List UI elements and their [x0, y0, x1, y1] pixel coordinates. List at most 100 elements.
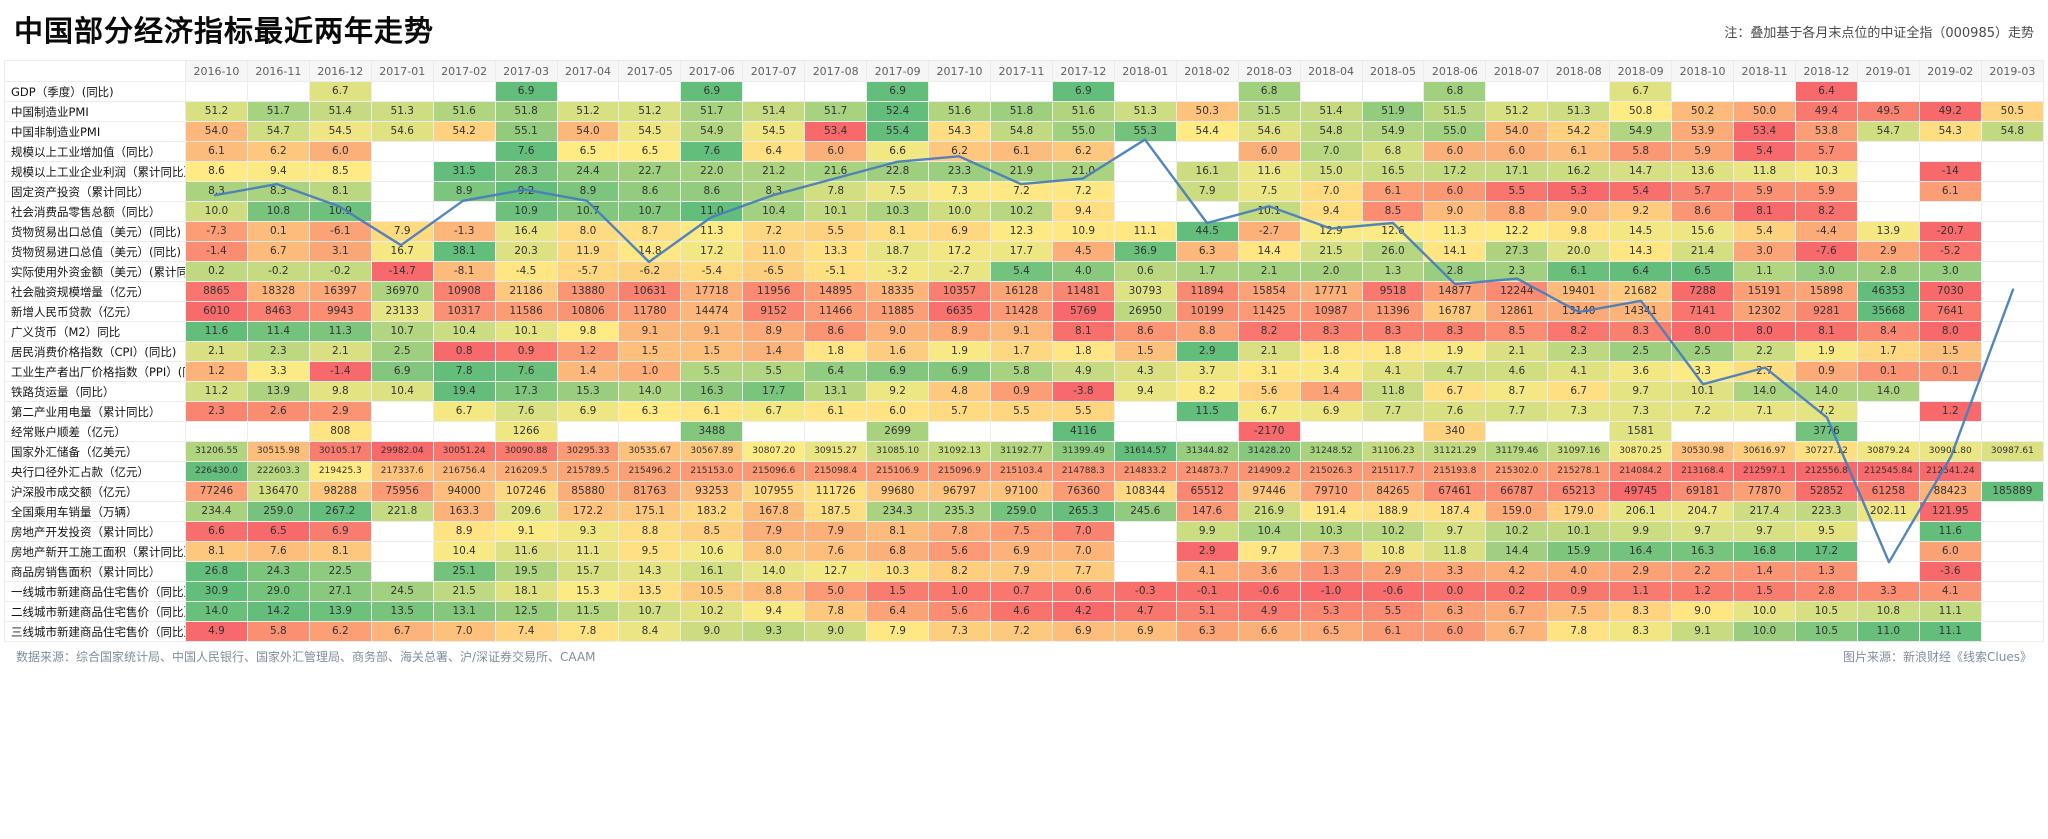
heatmap-cell: 214873.7	[1175, 461, 1239, 482]
heatmap-cell: 6.5	[618, 141, 682, 162]
heatmap-cell: 11780	[618, 301, 682, 322]
heatmap-cell: 8.3	[185, 181, 248, 202]
heatmap-cell: 8.8	[1485, 201, 1549, 222]
heatmap-cell: 2.2	[1733, 341, 1796, 362]
empty-cell	[1175, 81, 1239, 102]
heatmap-cell: 36970	[370, 281, 434, 302]
heatmap-cell: 51.7	[680, 101, 744, 122]
heatmap-cell: 6.5	[246, 521, 310, 542]
heatmap-cell: 27.3	[1485, 241, 1549, 262]
heatmap-cell: 10.4	[370, 381, 434, 402]
heatmap-cell: 7.0	[1299, 181, 1363, 202]
heatmap-cell: 108344	[1113, 481, 1177, 502]
indicator-row: 房地产开发投资（累计同比） 6.6 6.5 6.9 8.9 9.1 9.3 8.8 8.5 7.9…	[4, 521, 2045, 542]
heatmap-cell: 11.2	[185, 381, 248, 402]
heatmap-cell: 5.5	[1051, 401, 1115, 422]
row-label: 中国制造业PMI	[4, 101, 186, 122]
heatmap-cell: 15.7	[556, 561, 620, 582]
heatmap-cell: 67461	[1423, 481, 1487, 502]
heatmap-cell: 6.2	[308, 621, 372, 642]
heatmap-cell: 14341	[1609, 301, 1673, 322]
heatmap-cell: 2.9	[1856, 241, 1920, 262]
heatmap-cell: 1.7	[1175, 261, 1239, 282]
heatmap-cell: -5.4	[680, 261, 744, 282]
heatmap-cell: 22.5	[308, 561, 372, 582]
heatmap-cell: 14.0	[185, 601, 248, 622]
heatmap-cell: 8.5	[1485, 321, 1549, 342]
heatmap-cell: 10.4	[432, 321, 496, 342]
heatmap-cell: 9.1	[494, 521, 558, 542]
heatmap-cell: 1.2	[556, 341, 620, 362]
heatmap-cell: 2.8	[1423, 261, 1487, 282]
heatmap-cell: 107955	[742, 481, 806, 502]
heatmap-cell: 51.6	[1051, 101, 1115, 122]
heatmap-cell: 21.2	[742, 161, 806, 182]
heatmap-cell: 217.4	[1733, 501, 1796, 522]
heatmap-cell: 30567.89	[680, 441, 744, 462]
heatmap-cell: 10806	[556, 301, 620, 322]
heatmap-cell: 213168.4	[1671, 461, 1735, 482]
heatmap-cell: 17.7	[989, 241, 1053, 262]
heatmap-cell: 6.1	[989, 141, 1053, 162]
heatmap-cell: 23.3	[928, 161, 991, 182]
heatmap-cell: 54.3	[1918, 121, 1982, 142]
empty-cell	[1856, 161, 1920, 182]
indicator-row: 中国非制造业PMI 54.0 54.7 54.5 54.6 54.2 55.1 54.0 54.…	[4, 121, 2045, 142]
heatmap-cell: 6.7	[246, 241, 310, 262]
heatmap-cell: 7641	[1918, 301, 1982, 322]
column-header-month: 2017-04	[556, 60, 620, 82]
heatmap-cell: 3.0	[1918, 261, 1982, 282]
heatmap-cell: 7.3	[928, 181, 991, 202]
heatmap-cell: 8.3	[742, 181, 806, 202]
heatmap-cell: 14.0	[618, 381, 682, 402]
heatmap-cell: 3.3	[246, 361, 310, 382]
heatmap-cell: 13.5	[618, 581, 682, 602]
heatmap-cell: 31399.49	[1051, 441, 1115, 462]
empty-cell	[556, 421, 620, 442]
heatmap-cell: 51.8	[494, 101, 558, 122]
indicator-row: 居民消费价格指数（CPI）(同比) 2.1 2.3 2.1 2.5 0.8 0.9 1.2 1.…	[4, 341, 2045, 362]
heatmap-cell: 30793	[1113, 281, 1177, 302]
column-header-month: 2018-12	[1794, 60, 1858, 82]
heatmap-cell: 51.6	[432, 101, 496, 122]
heatmap-cell: 2.9	[1361, 561, 1425, 582]
heatmap-cell: 7.9	[1175, 181, 1239, 202]
heatmap-cell: 20.0	[1547, 241, 1611, 262]
empty-cell	[1856, 521, 1920, 542]
heatmap-cell: 1.9	[928, 341, 991, 362]
heatmap-cell: 7.8	[804, 601, 868, 622]
column-header-month: 2019-03	[1980, 60, 2045, 82]
heatmap-cell: 5.5	[1485, 181, 1549, 202]
heatmap-cell: 3.0	[1733, 241, 1796, 262]
heatmap-cell: 49.4	[1794, 101, 1858, 122]
heatmap-cell: 159.0	[1485, 501, 1549, 522]
heatmap-cell: 9.4	[1051, 201, 1115, 222]
heatmap-cell: 1.5	[1918, 341, 1982, 362]
heatmap-cell: 8.2	[1794, 201, 1858, 222]
heatmap-cell: 65512	[1175, 481, 1239, 502]
column-header-month: 2018-06	[1423, 60, 1487, 82]
heatmap-cell: 10.7	[618, 601, 682, 622]
heatmap-cell: 55.4	[866, 121, 930, 142]
heatmap-cell: 7.8	[1547, 621, 1611, 642]
heatmap-cell: 11.0	[742, 241, 806, 262]
heatmap-cell: 17.2	[1423, 161, 1487, 182]
heatmap-cell: 9.0	[1423, 201, 1487, 222]
heatmap-cell: 3.4	[1299, 361, 1363, 382]
heatmap-cell: -1.0	[1299, 581, 1363, 602]
heatmap-cell: 9281	[1794, 301, 1858, 322]
heatmap-cell: 7.1	[1733, 401, 1796, 422]
heatmap-cell: 54.7	[1856, 121, 1920, 142]
heatmap-cell: 54.7	[246, 121, 310, 142]
heatmap-cell: 21.0	[1051, 161, 1115, 182]
column-header-month: 2017-07	[742, 60, 806, 82]
heatmap-cell: 16.8	[1733, 541, 1796, 562]
heatmap-cell: 215098.4	[804, 461, 868, 482]
heatmap-cell: 88423	[1918, 481, 1982, 502]
heatmap-cell: 215789.5	[556, 461, 620, 482]
heatmap-cell: 6.9	[370, 361, 434, 382]
heatmap-cell: 8.9	[928, 321, 991, 342]
heatmap-cell: 7.9	[742, 521, 806, 542]
heatmap-cell: 6.1	[1547, 261, 1611, 282]
corner-cell	[4, 60, 186, 82]
